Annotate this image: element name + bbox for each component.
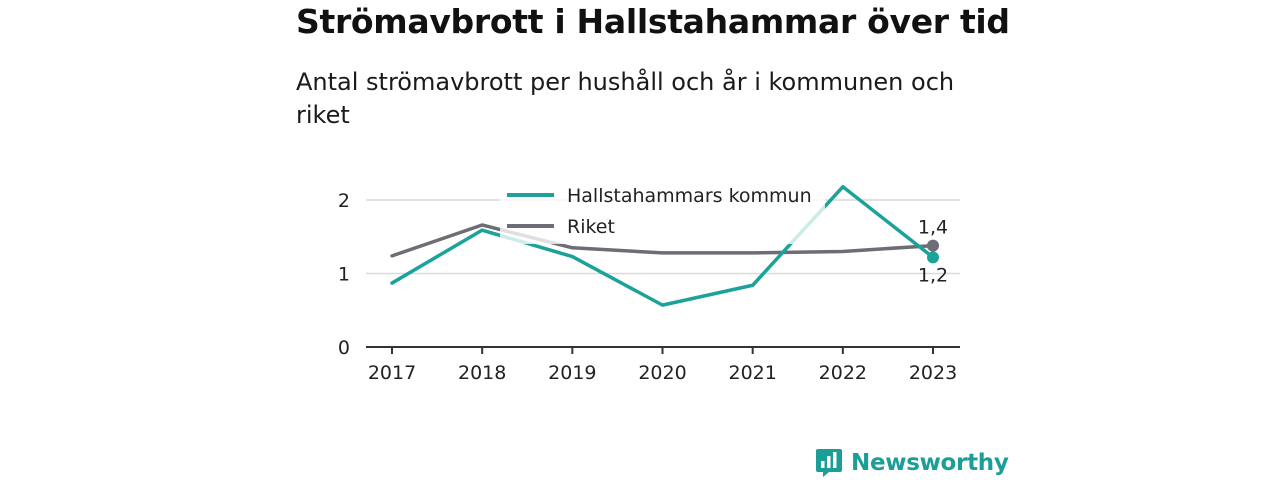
end-label-riket: 1,4 xyxy=(918,217,948,239)
x-tick-label: 2018 xyxy=(458,362,506,384)
legend-background xyxy=(500,180,825,244)
end-labels: 1,4 1,2 xyxy=(918,217,948,287)
x-tick-label: 2023 xyxy=(909,362,957,384)
y-tick-label: 1 xyxy=(338,264,350,286)
end-point-kommun xyxy=(927,251,939,264)
x-tick-label: 2021 xyxy=(728,362,776,384)
series-lines xyxy=(390,185,939,307)
x-tick-label: 2019 xyxy=(548,362,596,384)
end-label-kommun: 1,2 xyxy=(918,264,948,286)
brand-name: Newsworthy xyxy=(851,450,1009,476)
series-line-kommun xyxy=(390,185,935,307)
chart-subtitle: Antal strömavbrott per hushåll och år i … xyxy=(296,68,955,129)
x-tick-label: 2017 xyxy=(368,362,416,384)
x-tick-label: 2020 xyxy=(638,362,686,384)
newsworthy-logo-icon xyxy=(816,449,842,477)
x-tick-label: 2022 xyxy=(819,362,867,384)
end-point-riket xyxy=(927,239,939,252)
legend-label: Hallstahammars kommun xyxy=(567,185,812,207)
series-line-riket xyxy=(390,223,935,258)
brand-logo: Newsworthy xyxy=(815,446,1009,480)
chart-title: Strömavbrott i Hallstahammar över tid xyxy=(296,2,1010,41)
legend: Hallstahammars kommun Riket xyxy=(500,180,825,244)
legend-label: Riket xyxy=(567,216,615,238)
y-tick-label: 0 xyxy=(338,337,350,359)
y-tick-label: 2 xyxy=(338,190,350,212)
axes: 0 1 2 2017 2018 2019 2020 2021 2022 2023 xyxy=(338,190,960,384)
